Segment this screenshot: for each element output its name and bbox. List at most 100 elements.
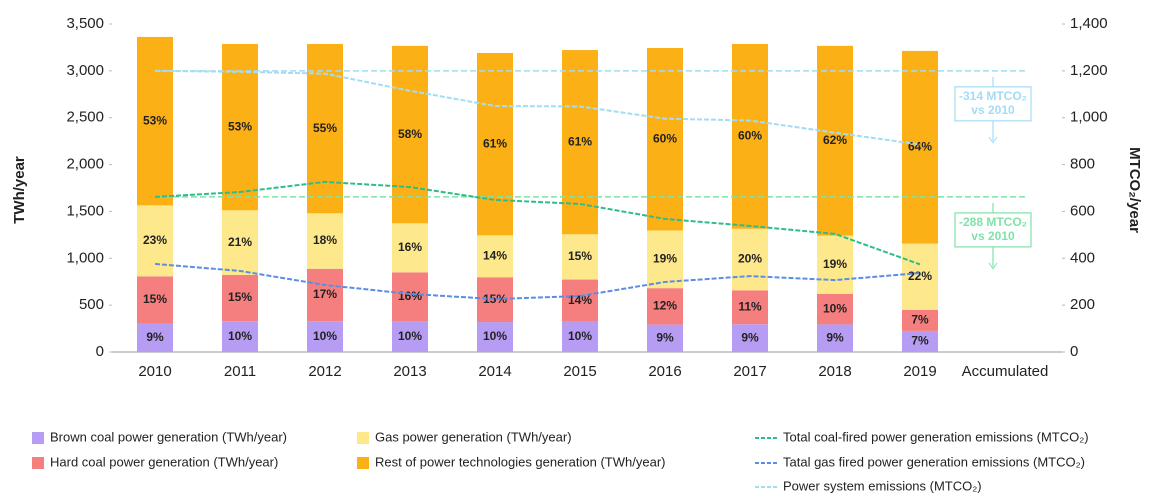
legend-label: Total coal-fired power generation emissi… xyxy=(783,429,1089,444)
legend-label: Brown coal power generation (TWh/year) xyxy=(50,429,287,444)
bar-segment xyxy=(137,323,173,352)
bar-share-label: 9% xyxy=(146,330,164,344)
x-tick-label: 2017 xyxy=(733,363,766,380)
bar-share-label: 15% xyxy=(483,292,507,306)
bar-share-label: 9% xyxy=(826,330,844,344)
y2-tick-label: 1,200 xyxy=(1070,62,1108,79)
bar-segment xyxy=(307,43,343,214)
x-tick-label: 2012 xyxy=(308,363,341,380)
bar-segment xyxy=(817,293,853,325)
legend-label: Rest of power technologies generation (T… xyxy=(375,454,665,469)
bar-segment xyxy=(392,321,428,352)
bar-segment xyxy=(392,223,428,273)
legend-swatch xyxy=(32,432,44,444)
bar-segment xyxy=(562,321,598,352)
bar-segment xyxy=(732,290,768,325)
bar-share-label: 10% xyxy=(228,329,252,343)
bar-share-label: 7% xyxy=(911,334,929,348)
bar-share-label: 61% xyxy=(568,134,592,148)
x-tick-label: 2013 xyxy=(393,363,426,380)
annotation-arrowhead xyxy=(988,136,998,144)
bar-share-label: 14% xyxy=(483,248,507,262)
bar-segment xyxy=(562,234,598,280)
bar-segment xyxy=(647,230,683,289)
legend-swatch xyxy=(32,457,44,469)
bar-share-label: 19% xyxy=(823,257,847,271)
annotation-text: -288 MTCO₂ xyxy=(959,215,1027,229)
x-tick-label: 2018 xyxy=(818,363,851,380)
bar-share-label: 10% xyxy=(483,329,507,343)
bar-share-label: 17% xyxy=(313,287,337,301)
bar-segment xyxy=(307,213,343,269)
bar-segment xyxy=(307,268,343,322)
y-tick-label: 3,500 xyxy=(66,15,104,32)
y2-tick-label: 400 xyxy=(1070,249,1095,266)
bar-segment xyxy=(732,43,768,229)
x-tick-label: 2019 xyxy=(903,363,936,380)
y2-axis-title: MTCO₂/year xyxy=(1126,147,1143,233)
bar-segment xyxy=(647,324,683,352)
bar-segment xyxy=(137,276,173,324)
bar-segment xyxy=(732,324,768,352)
y-tick-label: 1,500 xyxy=(66,202,104,219)
bar-share-label: 11% xyxy=(738,299,762,313)
bar-segment xyxy=(477,277,513,323)
x-tick-label: Accumulated xyxy=(962,363,1049,380)
bar-segment xyxy=(307,321,343,352)
bar-share-label: 10% xyxy=(568,329,592,343)
bar-share-label: 15% xyxy=(568,249,592,263)
bar-share-label: 12% xyxy=(653,299,677,313)
bar-segment xyxy=(817,45,853,236)
bar-segment xyxy=(647,288,683,325)
x-tick-label: 2011 xyxy=(224,363,256,380)
y-tick-label: 500 xyxy=(79,296,104,313)
bar-segment xyxy=(222,210,258,275)
legend-swatch xyxy=(357,432,369,444)
bar-segment xyxy=(477,322,513,352)
annotation-arrowhead xyxy=(988,262,998,270)
bar-share-label: 58% xyxy=(398,127,422,141)
bar-segment xyxy=(902,243,938,310)
legend-swatch xyxy=(357,457,369,469)
legend-label: Hard coal power generation (TWh/year) xyxy=(50,454,278,469)
y-tick-label: 0 xyxy=(96,343,104,360)
y2-tick-label: 600 xyxy=(1070,202,1095,219)
bar-share-label: 10% xyxy=(398,329,422,343)
bar-share-label: 16% xyxy=(398,240,422,254)
bar-segment xyxy=(562,279,598,322)
bar-segment xyxy=(902,50,938,244)
y-tick-label: 3,000 xyxy=(66,62,104,79)
bar-share-label: 9% xyxy=(741,330,759,344)
legend-label: Power system emissions (MTCO₂) xyxy=(783,478,982,493)
annotation-text: -314 MTCO₂ xyxy=(959,89,1027,103)
line-series xyxy=(154,262,921,301)
x-tick-label: 2010 xyxy=(138,363,171,380)
line-series xyxy=(154,69,921,146)
x-tick-label: 2014 xyxy=(478,363,511,380)
x-tick-label: 2015 xyxy=(563,363,596,380)
bar-share-label: 10% xyxy=(823,301,847,315)
bar-segment xyxy=(392,45,428,224)
bar-segment xyxy=(477,52,513,236)
bar-share-label: 7% xyxy=(911,313,929,327)
bar-share-label: 23% xyxy=(143,233,167,247)
bar-share-label: 53% xyxy=(143,113,167,127)
bar-share-label: 15% xyxy=(143,292,167,306)
y2-tick-label: 200 xyxy=(1070,296,1095,313)
bar-share-label: 21% xyxy=(228,235,252,249)
legend-label: Gas power generation (TWh/year) xyxy=(375,429,572,444)
bar-share-label: 55% xyxy=(313,121,337,135)
annotation-text: vs 2010 xyxy=(971,103,1015,117)
annotation-box xyxy=(954,212,1032,248)
bar-share-label: 60% xyxy=(653,131,677,145)
bar-segment xyxy=(137,36,173,206)
bar-segment xyxy=(902,330,938,352)
bar-share-label: 22% xyxy=(908,269,932,283)
bar-share-label: 19% xyxy=(653,251,677,265)
y-tick-label: 1,000 xyxy=(66,249,104,266)
bar-segment xyxy=(647,47,683,231)
bar-share-label: 60% xyxy=(738,129,762,143)
annotation-box xyxy=(954,86,1032,122)
bar-share-label: 15% xyxy=(228,290,252,304)
